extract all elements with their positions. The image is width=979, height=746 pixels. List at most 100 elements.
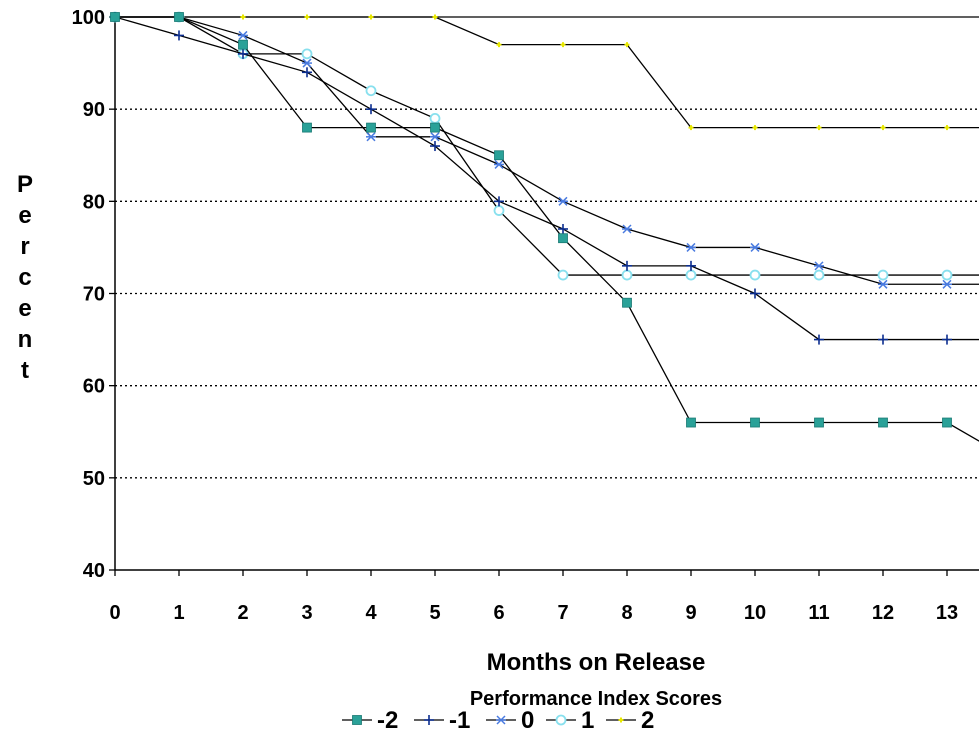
data-point xyxy=(877,269,889,281)
legend-entry--2: -2 xyxy=(342,707,398,734)
x-tick-label: 12 xyxy=(872,602,894,624)
legend-label: 2 xyxy=(641,707,654,734)
legend-label: 1 xyxy=(581,707,594,734)
x-tick-label: 4 xyxy=(365,602,377,624)
data-point xyxy=(366,132,376,142)
data-point xyxy=(944,125,950,131)
x-tick-label: 0 xyxy=(109,602,120,624)
data-point xyxy=(814,417,824,428)
x-tick-label: 5 xyxy=(429,602,440,624)
data-point xyxy=(752,125,758,131)
data-point xyxy=(238,48,248,59)
data-point xyxy=(560,42,566,48)
data-point xyxy=(622,224,632,234)
data-point xyxy=(494,150,504,161)
series-line xyxy=(114,16,979,341)
y-tick-label: 80 xyxy=(83,191,105,213)
data-point xyxy=(750,288,760,299)
data-point xyxy=(878,334,888,345)
data-point xyxy=(493,205,505,216)
data-point xyxy=(174,30,184,41)
data-point xyxy=(304,14,310,20)
data-point xyxy=(686,242,696,252)
legend-marker xyxy=(618,717,624,723)
data-point xyxy=(429,112,441,124)
legend-label: -1 xyxy=(449,707,470,734)
data-point xyxy=(621,269,633,281)
y-tick-label: 40 xyxy=(83,560,105,582)
series--2 xyxy=(110,12,979,442)
data-point xyxy=(240,14,246,20)
gridlines xyxy=(115,16,979,479)
data-point xyxy=(941,269,953,281)
data-point xyxy=(558,223,568,234)
data-point xyxy=(430,141,440,152)
y-axis-title-letter: t xyxy=(21,357,29,384)
y-tick-label: 100 xyxy=(72,7,105,29)
data-point xyxy=(942,334,952,345)
legend-title: Performance Index Scores xyxy=(470,688,722,710)
legend-entry-1: 1 xyxy=(546,707,594,734)
data-point xyxy=(749,269,761,281)
data-point xyxy=(302,67,312,78)
legend-marker xyxy=(424,715,434,725)
y-axis-title-letter: P xyxy=(17,171,33,198)
data-point xyxy=(430,122,440,133)
y-axis-title-letter: r xyxy=(20,233,29,260)
data-point xyxy=(813,269,825,281)
data-point xyxy=(558,196,568,206)
series-line xyxy=(115,16,979,442)
data-point xyxy=(430,132,440,142)
x-tick-label: 10 xyxy=(744,602,766,624)
data-point xyxy=(366,104,376,115)
y-axis-title-letter: e xyxy=(18,295,31,322)
y-axis-title-letter: c xyxy=(18,264,31,291)
data-point xyxy=(494,159,504,169)
legend-marker xyxy=(496,715,506,725)
data-point xyxy=(238,39,248,50)
x-tick-label: 6 xyxy=(493,602,504,624)
data-point xyxy=(174,12,184,22)
data-point xyxy=(685,269,697,281)
y-tick-label: 60 xyxy=(83,376,105,398)
data-point xyxy=(110,12,120,22)
x-tick-label: 8 xyxy=(621,602,632,624)
y-tick-label: 90 xyxy=(83,99,105,121)
x-tick-label: 2 xyxy=(237,602,248,624)
data-point xyxy=(878,417,888,428)
data-point xyxy=(624,42,630,48)
x-tick-label: 1 xyxy=(173,602,184,624)
data-point xyxy=(750,417,760,428)
x-tick-label: 13 xyxy=(936,602,958,624)
y-tick-label: 50 xyxy=(83,468,105,490)
data-point xyxy=(814,334,824,345)
data-point xyxy=(302,58,312,68)
data-point xyxy=(432,14,438,20)
axes xyxy=(109,16,979,576)
data-point xyxy=(302,122,312,133)
x-tick-label: 11 xyxy=(808,602,829,624)
x-tick-label: 3 xyxy=(301,602,312,624)
data-point xyxy=(368,14,374,20)
x-axis-title: Months on Release xyxy=(487,649,706,676)
legend-entry-0: 0 xyxy=(486,707,534,734)
data-point xyxy=(622,260,632,271)
x-tick-label: 7 xyxy=(557,602,568,624)
data-point xyxy=(878,279,888,289)
data-point xyxy=(686,417,696,428)
y-axis-title-letter: n xyxy=(18,326,33,353)
data-point xyxy=(496,42,502,48)
data-point xyxy=(816,125,822,131)
data-point xyxy=(750,242,760,252)
data-point xyxy=(238,30,248,40)
data-point xyxy=(686,260,696,271)
y-tick-label: 70 xyxy=(83,284,105,306)
data-point xyxy=(942,279,952,289)
y-axis-title-letter: e xyxy=(18,202,31,229)
x-tick-label: 9 xyxy=(685,602,696,624)
data-point xyxy=(880,125,886,131)
data-point xyxy=(814,261,824,271)
